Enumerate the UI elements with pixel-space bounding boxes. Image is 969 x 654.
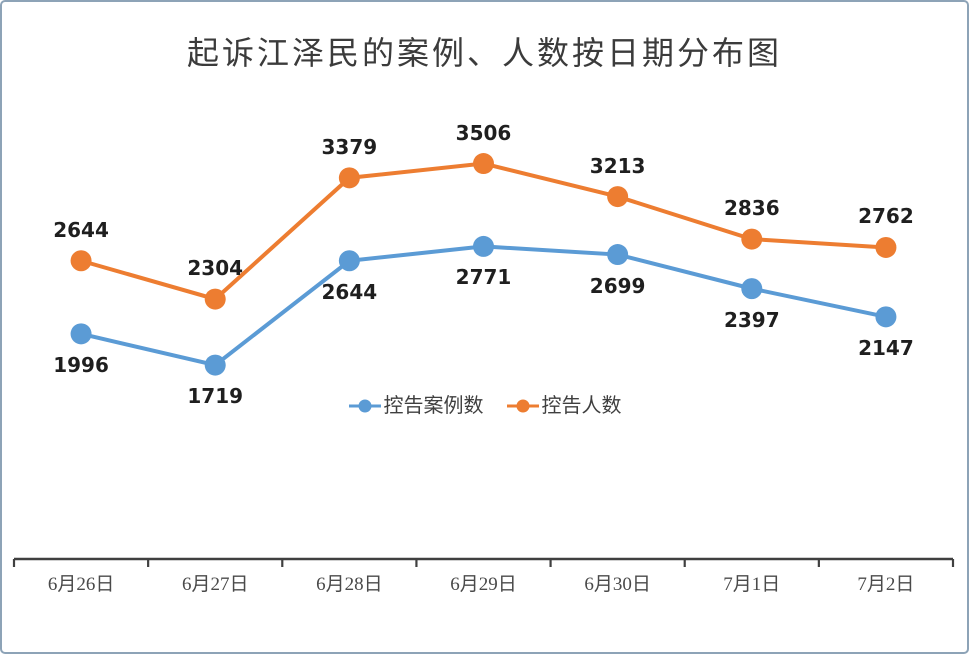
data-label-people: 2762	[858, 204, 914, 229]
data-label-cases: 2699	[589, 273, 646, 298]
data-label-people: 2836	[723, 196, 780, 221]
legend-label-people: 控告人数	[541, 395, 622, 417]
chart-title: 起诉江泽民的案例、人数按日期分布图	[186, 35, 782, 71]
x-axis-label: 7月2日	[857, 574, 915, 595]
data-label-cases: 1996	[53, 352, 109, 377]
x-axis-label: 6月29日	[450, 574, 517, 595]
x-axis-label: 6月30日	[584, 574, 651, 595]
legend-label-cases: 控告案例数	[383, 395, 484, 417]
legend-item-people: 控告人数	[506, 394, 622, 418]
x-axis-labels: 6月26日 6月27日 6月28日 6月29日 6月30日 7月1日 7月2日	[14, 573, 953, 597]
x-axis-label: 7月1日	[723, 574, 781, 595]
data-label-cases: 2771	[455, 265, 512, 290]
data-label-people: 2644	[53, 217, 109, 242]
x-axis-label: 6月26日	[47, 574, 115, 595]
legend-line-marker-icon	[506, 399, 539, 413]
data-label-people: 2304	[187, 256, 244, 281]
data-label-people: 3213	[589, 153, 646, 178]
data-label-people: 3506	[455, 120, 512, 145]
legend-line-marker-icon	[348, 399, 381, 413]
data-label-cases: 2147	[858, 335, 914, 360]
data-label-people: 3379	[321, 134, 378, 159]
legend-item-cases: 控告案例数	[348, 394, 484, 418]
legend: 控告案例数 控告人数	[0, 394, 969, 418]
x-axis-label: 6月28日	[316, 574, 383, 595]
data-label-cases: 2397	[723, 307, 780, 332]
data-label-cases: 2644	[321, 279, 378, 304]
data-label-cases: 1719	[187, 384, 244, 409]
x-axis-label: 6月27日	[181, 574, 249, 595]
